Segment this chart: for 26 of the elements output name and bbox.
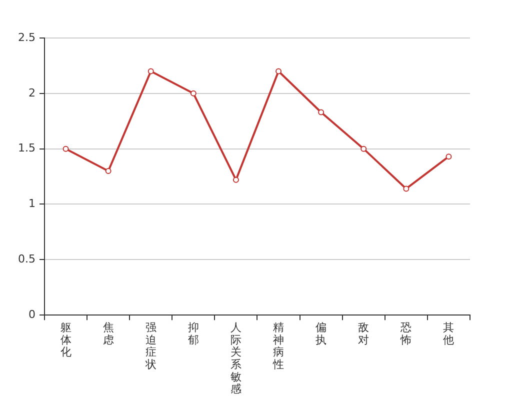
point xyxy=(148,68,154,74)
point xyxy=(446,154,452,160)
point xyxy=(190,90,196,96)
x-tick-label: 躯体化 xyxy=(60,321,72,359)
point xyxy=(360,146,367,152)
y-tick-label: 1 xyxy=(28,197,36,210)
x-tick-label: 人际关系敏感 xyxy=(230,321,242,396)
point xyxy=(276,68,282,74)
x-tick-label: 精神病性 xyxy=(272,321,284,372)
y-tick-label: 0.5 xyxy=(18,252,36,266)
x-tick-label: 敌对 xyxy=(358,321,370,346)
point xyxy=(62,146,69,152)
x-tick-label: 抑郁 xyxy=(188,321,199,346)
x-tick-label: 焦虑 xyxy=(102,321,114,346)
point xyxy=(232,176,239,183)
point xyxy=(105,168,112,174)
point xyxy=(403,186,410,192)
x-tick-label: 恐怖 xyxy=(400,321,412,346)
x-tick-label: 其他 xyxy=(443,321,454,346)
y-tick-label: 2 xyxy=(28,86,36,100)
x-tick-label: 强迫症状 xyxy=(144,321,156,372)
x-tick-label: 偏执 xyxy=(316,321,327,346)
y-tick-label: 1.5 xyxy=(18,142,36,155)
y-tick-label: 2.5 xyxy=(18,30,36,44)
y-tick-label: 0 xyxy=(28,308,36,321)
point xyxy=(318,109,324,116)
